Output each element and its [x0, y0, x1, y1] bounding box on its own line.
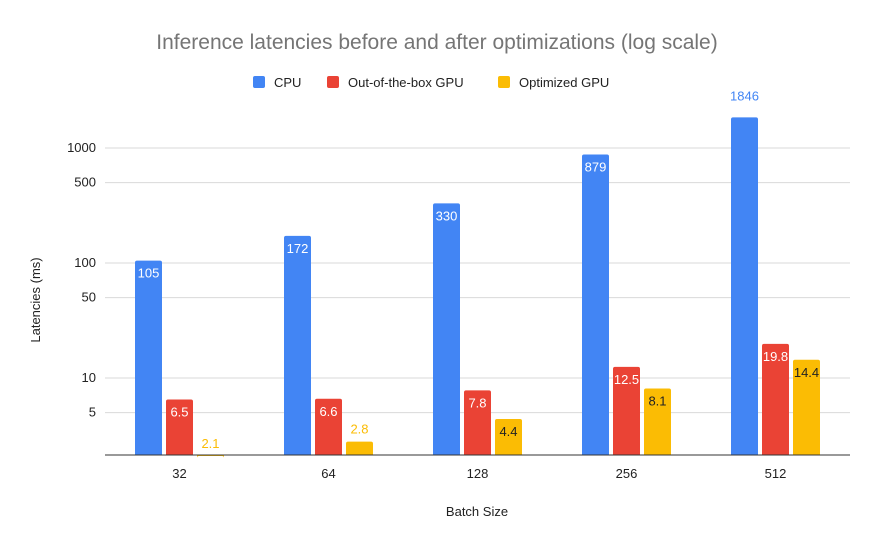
bar-optimized-gpu-128: [495, 419, 522, 455]
bars: [135, 117, 820, 458]
bar-cpu-128: [433, 203, 460, 455]
data-label: 8.1: [648, 394, 666, 409]
data-label: 12.5: [614, 372, 639, 387]
data-label: 879: [585, 159, 607, 174]
x-tick-label: 128: [467, 466, 489, 481]
data-labels: 105 6.5 2.1 172 6.6 2.8 330 7.8 4.4 879 12.5 8.1 184…: [138, 88, 820, 451]
legend-swatch: [327, 76, 339, 88]
bar-out-of-the-box-gpu-512: [762, 343, 789, 455]
data-label: 14.4: [794, 365, 819, 380]
bar-optimized-gpu-64: [346, 441, 373, 455]
data-label: 330: [436, 208, 458, 223]
gridlines: [105, 147, 850, 414]
x-tick-label: 64: [321, 466, 335, 481]
legend: CPU Out-of-the-box GPU Optimized GPU: [253, 75, 609, 90]
bar-optimized-gpu-512: [793, 359, 820, 455]
bar-optimized-gpu-32: [197, 455, 224, 458]
bar-optimized-gpu-256: [644, 388, 671, 455]
data-label: 2.8: [350, 422, 368, 437]
x-axis-ticks: 32 64 128 256 512: [172, 466, 786, 481]
y-tick-label: 10: [82, 370, 96, 385]
x-tick-label: 32: [172, 466, 186, 481]
legend-swatch: [253, 76, 265, 88]
x-tick-label: 256: [616, 466, 638, 481]
x-axis-title: Batch Size: [446, 504, 508, 519]
legend-label: Out-of-the-box GPU: [348, 75, 464, 90]
bar-out-of-the-box-gpu-32: [166, 399, 193, 455]
y-axis-title: Latencies (ms): [28, 257, 43, 342]
data-label: 105: [138, 266, 160, 281]
data-label: 19.8: [763, 349, 788, 364]
y-tick-label: 100: [74, 255, 96, 270]
bar-out-of-the-box-gpu-256: [613, 366, 640, 455]
data-label: 6.6: [319, 404, 337, 419]
x-tick-label: 512: [765, 466, 787, 481]
legend-swatch: [498, 76, 510, 88]
legend-label: CPU: [274, 75, 301, 90]
bar-cpu-256: [582, 154, 609, 455]
data-label: 6.5: [170, 405, 188, 420]
bar-cpu-64: [284, 235, 311, 455]
y-tick-label: 50: [82, 290, 96, 305]
y-tick-label: 5: [89, 405, 96, 420]
chart-title: Inference latencies before and after opt…: [156, 31, 717, 54]
bar-out-of-the-box-gpu-64: [315, 398, 342, 455]
y-tick-label: 1000: [67, 140, 96, 155]
data-label: 7.8: [468, 395, 486, 410]
data-label: 4.4: [499, 424, 517, 439]
y-axis-ticks: 5 10 50 100 500 1000: [67, 140, 96, 420]
bar-cpu-512: [731, 117, 758, 455]
bar-out-of-the-box-gpu-128: [464, 390, 491, 455]
legend-label: Optimized GPU: [519, 75, 609, 90]
data-label: 2.1: [201, 436, 219, 451]
data-label: 1846: [730, 88, 759, 103]
bar-cpu-32: [135, 260, 162, 455]
data-label: 172: [287, 241, 309, 256]
y-tick-label: 500: [74, 175, 96, 190]
